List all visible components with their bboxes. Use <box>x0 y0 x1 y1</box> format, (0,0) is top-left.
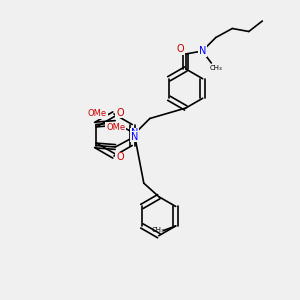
Text: N: N <box>199 46 206 56</box>
Text: N: N <box>131 128 139 139</box>
Text: N: N <box>131 131 139 142</box>
Text: O: O <box>116 152 124 163</box>
Text: O: O <box>116 107 124 118</box>
Text: CH₃: CH₃ <box>151 227 164 233</box>
Text: OMe: OMe <box>106 123 125 132</box>
Text: O: O <box>176 44 184 55</box>
Text: CH₃: CH₃ <box>209 64 222 70</box>
Text: OMe: OMe <box>88 110 107 118</box>
